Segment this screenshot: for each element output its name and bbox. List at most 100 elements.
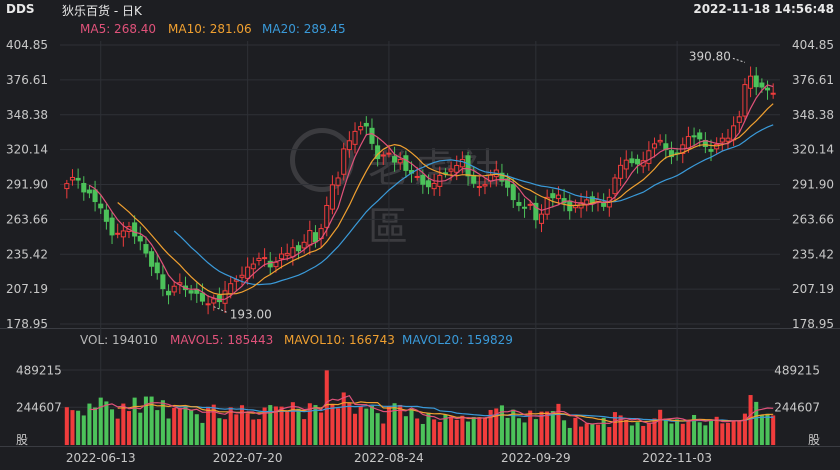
candle: [92, 180, 98, 212]
volume-bar: [392, 403, 397, 445]
candle-body: [222, 290, 228, 304]
volume-bar: [256, 419, 261, 445]
volume-bar: [211, 404, 216, 445]
mavol20-label: MAVOL20: 159829: [402, 333, 513, 347]
candle: [403, 150, 409, 178]
candle: [584, 190, 590, 212]
volume-bar: [403, 416, 408, 445]
volume-bar: [641, 425, 646, 445]
stock-name-period: 狄乐百货 - 日K: [62, 4, 142, 18]
date-tick: 2022-07-20: [213, 451, 283, 465]
price-tick-left: 263.66: [6, 212, 48, 226]
ma10-line: [117, 103, 774, 296]
candle-body: [719, 137, 725, 143]
volume-bar: [189, 409, 194, 445]
candle-body: [618, 164, 624, 179]
volume-bar: [364, 408, 369, 445]
candle: [352, 122, 358, 154]
volume-bar: [290, 402, 295, 445]
candle: [75, 168, 81, 189]
volume-bar: [737, 420, 742, 445]
candle-body: [149, 251, 155, 267]
candle-body: [380, 154, 386, 157]
candle-body: [629, 158, 635, 164]
candle: [137, 226, 143, 251]
price-tick-left: 207.19: [6, 282, 48, 296]
candle-body: [471, 174, 477, 184]
candle: [81, 176, 87, 201]
candle-body: [239, 274, 245, 278]
candle: [550, 189, 556, 208]
candle-body: [75, 177, 81, 181]
candle-body: [143, 244, 149, 254]
candle: [431, 173, 437, 196]
ma10-label: MA10: 281.06: [168, 22, 252, 36]
volume-bar: [409, 408, 414, 445]
volume-bar: [437, 421, 442, 445]
volume-tick-left: 489215: [16, 363, 62, 377]
volume-bar: [590, 424, 595, 445]
candle-body: [363, 122, 369, 127]
candle-body: [301, 241, 307, 249]
candle-body: [448, 168, 454, 172]
candle: [567, 194, 573, 220]
volume-bar: [545, 411, 550, 445]
candle-body: [132, 222, 138, 237]
volume-bar: [386, 406, 391, 445]
candle-body: [352, 130, 358, 145]
candle-body: [166, 290, 172, 296]
candle: [668, 141, 674, 165]
volume-bar: [714, 416, 719, 445]
ma5-line: [89, 84, 774, 301]
volume-tick-right: 股: [808, 433, 820, 447]
candle: [618, 157, 624, 187]
candle-body: [527, 203, 533, 206]
price-tick-left: 291.90: [6, 178, 48, 192]
volume-bar: [482, 417, 488, 445]
candle: [69, 169, 76, 186]
candle: [267, 252, 273, 276]
candle: [103, 204, 109, 230]
low-marker-line: [213, 306, 228, 314]
volume-bar: [347, 402, 352, 445]
volume-bar: [584, 423, 589, 445]
candle-body: [228, 283, 234, 295]
candle: [697, 129, 703, 147]
candle-body: [137, 235, 143, 242]
candle-body: [273, 261, 279, 268]
candle: [211, 294, 217, 311]
candle: [109, 211, 115, 244]
candle: [533, 195, 539, 229]
candle: [363, 116, 369, 136]
candle: [250, 257, 256, 279]
volume-bar: [87, 403, 92, 445]
candle: [279, 247, 285, 269]
volume-bar: [720, 423, 725, 445]
candle-body: [284, 252, 290, 256]
volume-bar: [624, 420, 629, 445]
candle-body: [522, 206, 528, 209]
volume-bar: [160, 400, 165, 445]
volume-bar: [477, 417, 482, 445]
candle: [132, 215, 138, 244]
volume-tick-right: 244607: [774, 401, 820, 415]
volume-bar: [658, 409, 663, 445]
candle: [86, 184, 92, 199]
volume-bar: [635, 422, 640, 445]
candle: [442, 168, 448, 178]
candle-body: [651, 143, 658, 149]
volume-legend: VOL: 194010 MAVOL5: 185443 MAVOL10: 1667…: [0, 331, 840, 349]
volume-bar: [443, 414, 448, 445]
volume-bar: [528, 410, 533, 445]
price-tick-right: 348.38: [792, 108, 834, 122]
candle: [725, 129, 731, 150]
volume-bar: [748, 395, 753, 445]
candle-body: [691, 135, 697, 138]
candle-body: [64, 183, 70, 190]
volume-bar: [109, 409, 115, 445]
candle: [612, 173, 618, 201]
volume-bar: [607, 427, 612, 445]
volume-bar: [697, 422, 702, 445]
volume-bar: [680, 423, 685, 445]
